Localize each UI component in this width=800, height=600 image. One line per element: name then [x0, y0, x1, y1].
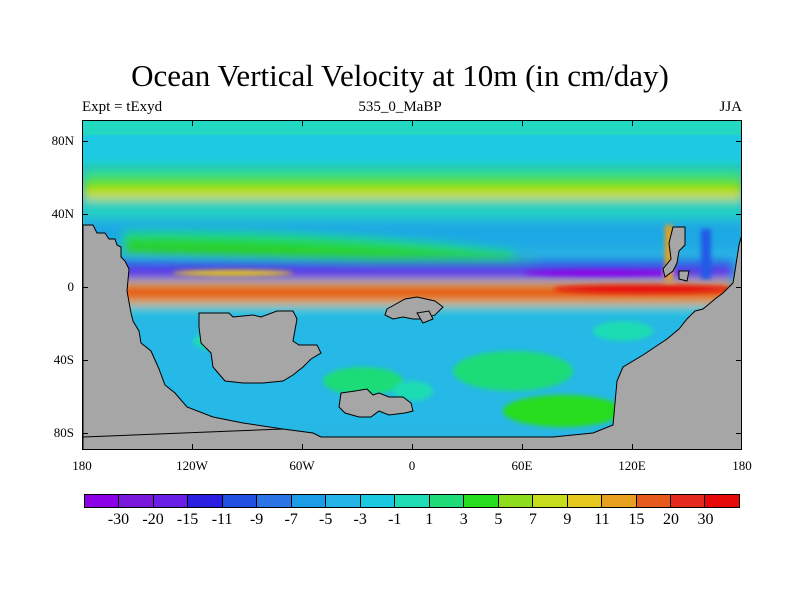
- lat-tick: [736, 433, 742, 434]
- lon-label-180w: 180: [72, 458, 92, 473]
- arctic-band-2: [83, 135, 741, 165]
- colorbar-box: [602, 495, 637, 507]
- colorbar-label: -11: [211, 511, 233, 528]
- colorbar-label: -9: [249, 511, 264, 528]
- lon-tick: [632, 120, 633, 126]
- land-inner-continent: [198, 310, 322, 384]
- lon-label-60w: 60W: [289, 458, 315, 473]
- colorbar-box: [85, 495, 120, 507]
- colorbar-label: -30: [107, 511, 130, 528]
- colorbar-label: 3: [459, 511, 468, 528]
- lon-label-120w: 120W: [176, 458, 208, 473]
- lat-label-40s: 40S: [53, 352, 74, 367]
- lat-label-40n: 40N: [51, 206, 74, 221]
- land-patch-east: [678, 270, 690, 282]
- lat-tick: [82, 141, 88, 142]
- colorbar-label: 20: [662, 511, 679, 528]
- colorbar-label: -20: [142, 511, 164, 528]
- lon-label-120e: 120E: [618, 458, 646, 473]
- colorbar-box: [498, 495, 534, 507]
- colorbar-label: 5: [494, 511, 503, 528]
- colorbar-box: [670, 495, 706, 507]
- map-field: [83, 121, 741, 449]
- land-west: [83, 224, 284, 438]
- colorbar-box: [567, 495, 603, 507]
- time-label: 535_0_MaBP: [358, 99, 442, 115]
- lon-label-60e: 60E: [511, 458, 533, 473]
- season-label: JJA: [719, 99, 742, 115]
- land-island-east: [662, 226, 686, 278]
- lon-tick: [412, 444, 413, 450]
- lon-label-0: 0: [408, 458, 416, 473]
- colorbar-label: -1: [388, 511, 402, 528]
- lon-tick: [632, 444, 633, 450]
- lon-tick: [302, 444, 303, 450]
- colorbar-box: [119, 495, 154, 507]
- lat-tick: [736, 287, 742, 288]
- lat-label-80n: 80N: [51, 133, 74, 148]
- lat-label-0: 0: [67, 279, 75, 294]
- lon-label-180e: 180: [732, 458, 752, 473]
- lat-tick: [736, 360, 742, 361]
- arctic-band: [83, 121, 741, 139]
- colorbar-box: [464, 495, 499, 507]
- lat-tick: [736, 214, 742, 215]
- lon-tick: [302, 120, 303, 126]
- colorbar: [84, 494, 740, 508]
- colorbar-label: 7: [528, 511, 537, 528]
- lat-label-80s: 80S: [53, 425, 74, 440]
- colorbar-box: [222, 495, 258, 507]
- colorbar-box: [360, 495, 396, 507]
- lat-tick: [82, 287, 88, 288]
- colorbar-label: -5: [319, 511, 333, 528]
- land-island-small: [416, 310, 434, 324]
- colorbar-box: [429, 495, 465, 507]
- experiment-label: Expt = tExyd: [82, 99, 163, 115]
- velocity-map: [82, 120, 742, 450]
- colorbar-label: 11: [594, 511, 610, 528]
- lon-tick: [412, 120, 413, 126]
- colorbar-box: [705, 495, 739, 507]
- land-island-south: [338, 388, 414, 418]
- lon-tick: [522, 120, 523, 126]
- colorbar-label: -7: [284, 511, 298, 528]
- chart-title: Ocean Vertical Velocity at 10m (in cm/da…: [131, 58, 669, 93]
- colorbar-box: [395, 495, 430, 507]
- colorbar-box: [257, 495, 292, 507]
- lat-tick: [82, 214, 88, 215]
- colorbar-box: [291, 495, 327, 507]
- colorbar-label: 15: [628, 511, 645, 528]
- colorbar-label: -3: [353, 511, 367, 528]
- lat-tick: [736, 141, 742, 142]
- lon-tick: [192, 120, 193, 126]
- lat-tick: [82, 360, 88, 361]
- colorbar-box: [153, 495, 189, 507]
- lat-tick: [82, 433, 88, 434]
- colorbar-label: -15: [176, 511, 199, 528]
- colorbar-label: 9: [563, 511, 572, 528]
- colorbar-label: 1: [425, 511, 434, 528]
- colorbar-box: [326, 495, 361, 507]
- colorbar-box: [533, 495, 568, 507]
- land-south: [83, 236, 741, 449]
- lon-tick: [522, 444, 523, 450]
- colorbar-box: [188, 495, 223, 507]
- lon-tick: [192, 444, 193, 450]
- colorbar-box: [636, 495, 671, 507]
- colorbar-label: 30: [697, 511, 714, 528]
